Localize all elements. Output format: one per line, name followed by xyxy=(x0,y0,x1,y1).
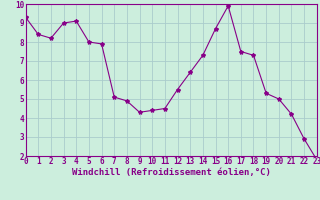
X-axis label: Windchill (Refroidissement éolien,°C): Windchill (Refroidissement éolien,°C) xyxy=(72,168,271,177)
